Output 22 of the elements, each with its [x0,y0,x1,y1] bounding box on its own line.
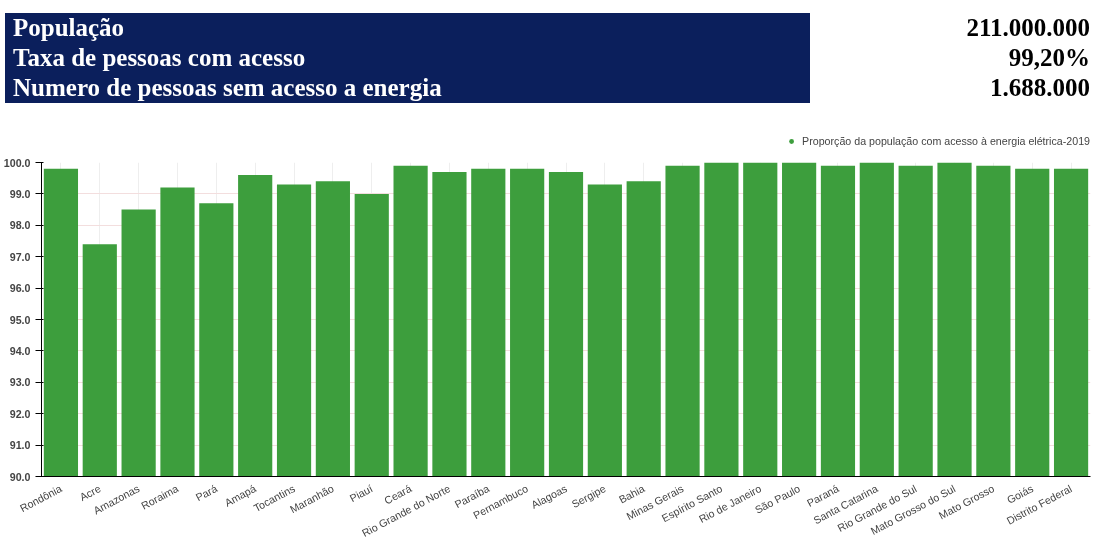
y-tick-label: 95.0 [9,313,31,326]
text: Taxa de pessoas com acesso [5,43,810,73]
text: Numero de pessoas sem acesso a energia [5,73,810,103]
text: 1.688.000 [989,73,1090,104]
series-label: Proporção da população com acesso à energia elétrica-2019 [802,135,1090,147]
y-tick-label: 90.0 [9,470,31,483]
x-tick-label: Piauí [347,482,375,505]
y-tick-label: 98.0 [9,219,31,232]
y-tick-label: 94.0 [9,344,31,357]
y-tick-label: 91.0 [9,439,31,452]
y-tick-label: 100.0 [3,156,31,169]
y-tick-label: 93.0 [9,376,31,389]
text: 211.000.000 [965,13,1090,44]
x-tick-label: Bahia [616,482,647,506]
y-tick-label: 92.0 [9,407,31,420]
text: População [5,13,810,43]
y-tick-label: 96.0 [9,282,31,295]
y-tick-label: 97.0 [9,250,31,263]
x-tick-label: Pará [193,482,220,504]
x-tick-label: Goiás [1004,482,1036,506]
text: 99,20% [1007,43,1090,74]
y-tick-label: 99.0 [9,187,31,200]
